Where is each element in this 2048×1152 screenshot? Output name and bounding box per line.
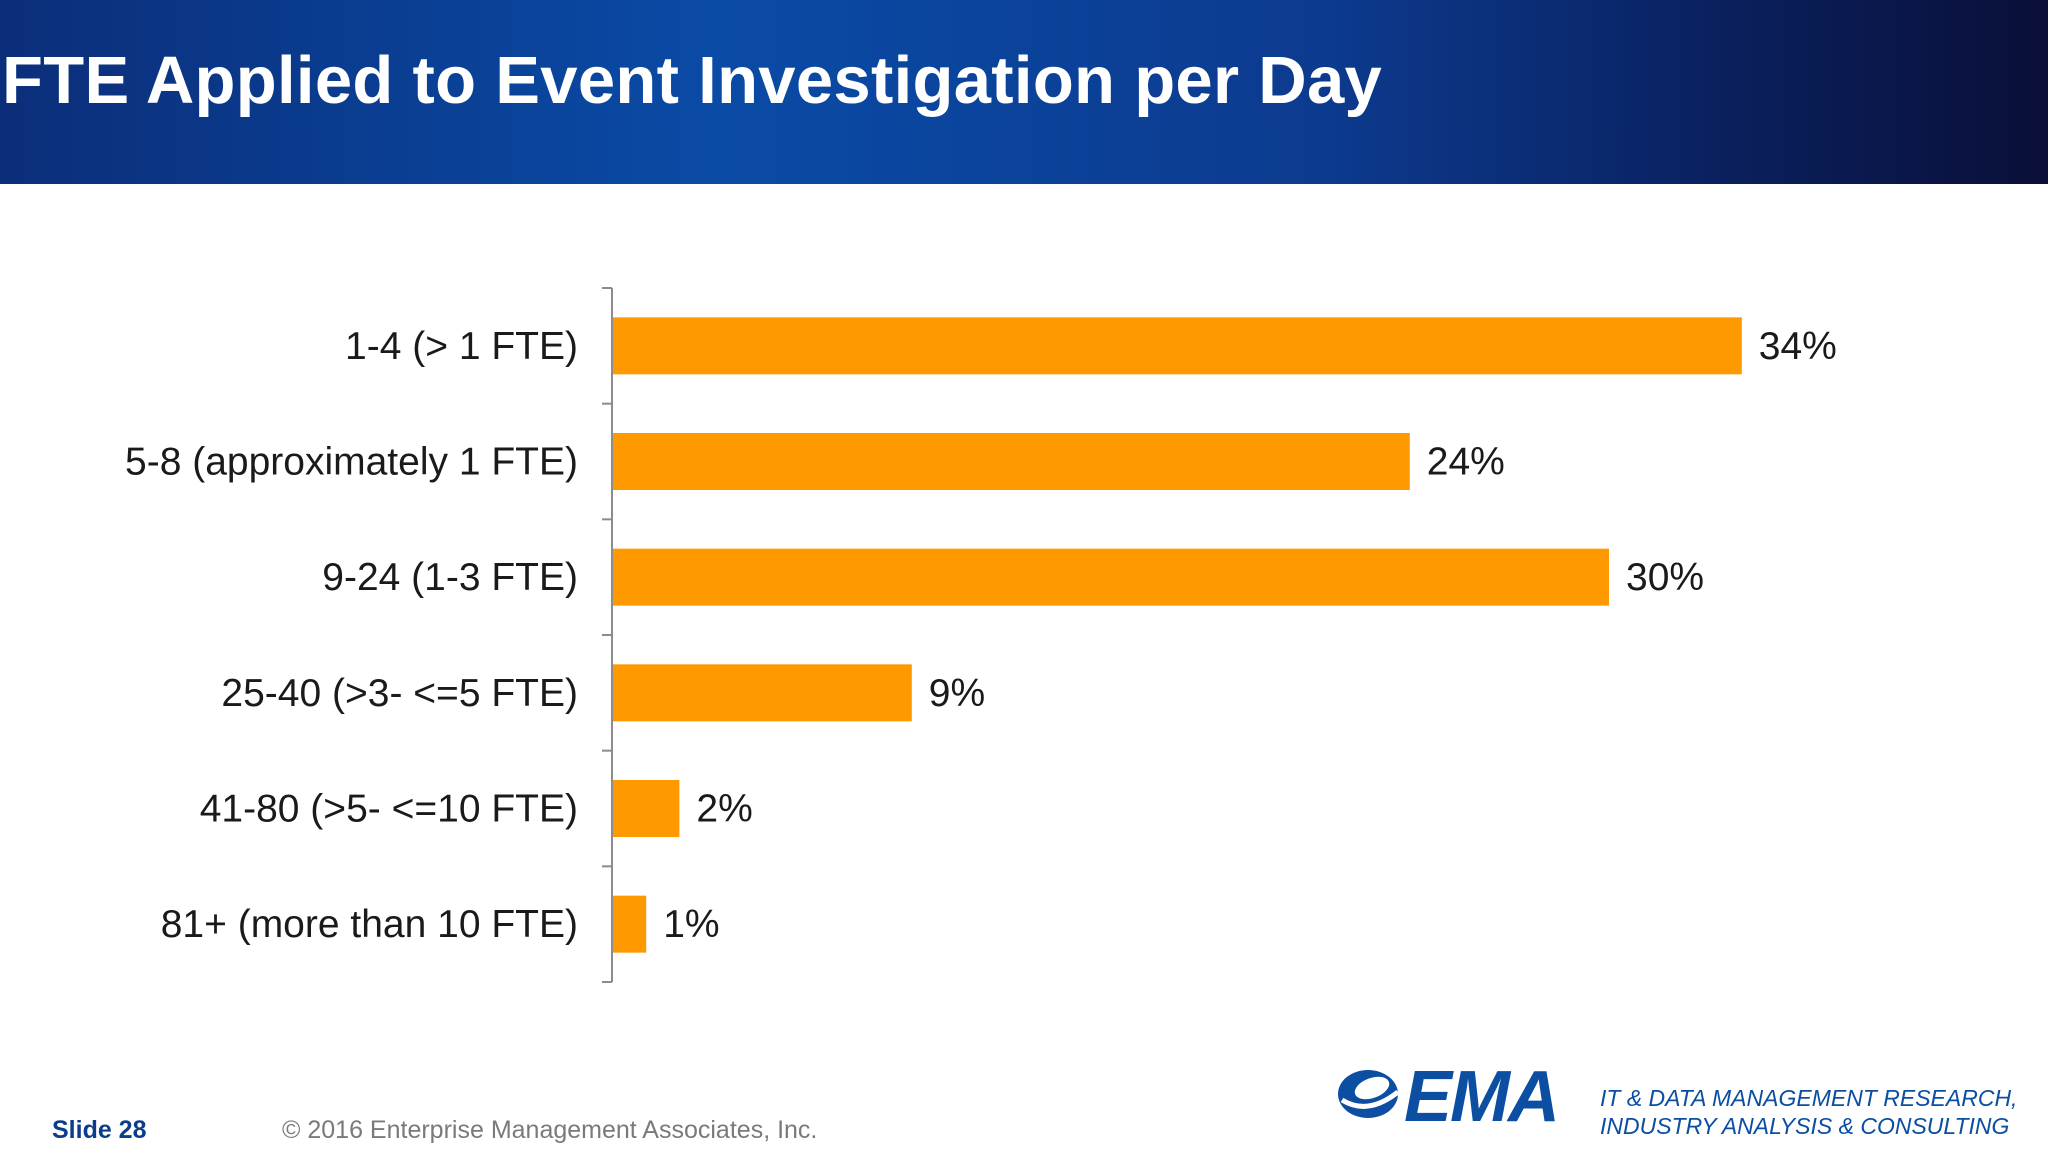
category-label: 9-24 (1-3 FTE) [322, 556, 578, 599]
company-tagline: IT & DATA MANAGEMENT RESEARCH, INDUSTRY … [1600, 1084, 2017, 1140]
copyright-notice: © 2016 Enterprise Management Associates,… [282, 1116, 818, 1144]
category-label: 5-8 (approximately 1 FTE) [125, 441, 578, 484]
bar [613, 780, 680, 837]
bar [613, 664, 912, 722]
bar [613, 895, 647, 953]
ema-logo: EMA [1334, 1054, 1564, 1138]
bar [613, 433, 1410, 490]
data-label: 34% [1759, 325, 1837, 368]
tagline-line-2: INDUSTRY ANALYSIS & CONSULTING [1600, 1113, 2010, 1139]
category-label: 81+ (more than 10 FTE) [161, 903, 578, 946]
category-label: 41-80 (>5- <=10 FTE) [200, 788, 578, 831]
tagline-line-1: IT & DATA MANAGEMENT RESEARCH, [1600, 1085, 2018, 1111]
slide-title: FTE Applied to Event Investigation per D… [2, 43, 1383, 118]
category-label: 1-4 (> 1 FTE) [345, 325, 578, 368]
category-label: 25-40 (>3- <=5 FTE) [221, 672, 578, 715]
bar [613, 548, 1609, 606]
logo-text: EMA [1404, 1057, 1560, 1137]
data-label: 1% [663, 903, 719, 946]
title-banner: FTE Applied to Event Investigation per D… [0, 0, 2048, 184]
slide-number: Slide 28 [52, 1116, 147, 1144]
data-label: 24% [1427, 441, 1505, 484]
data-label: 2% [696, 788, 752, 831]
bar [613, 317, 1742, 375]
data-label: 30% [1626, 556, 1704, 599]
ema-swirl-icon [1338, 1070, 1400, 1118]
data-label: 9% [929, 672, 985, 715]
